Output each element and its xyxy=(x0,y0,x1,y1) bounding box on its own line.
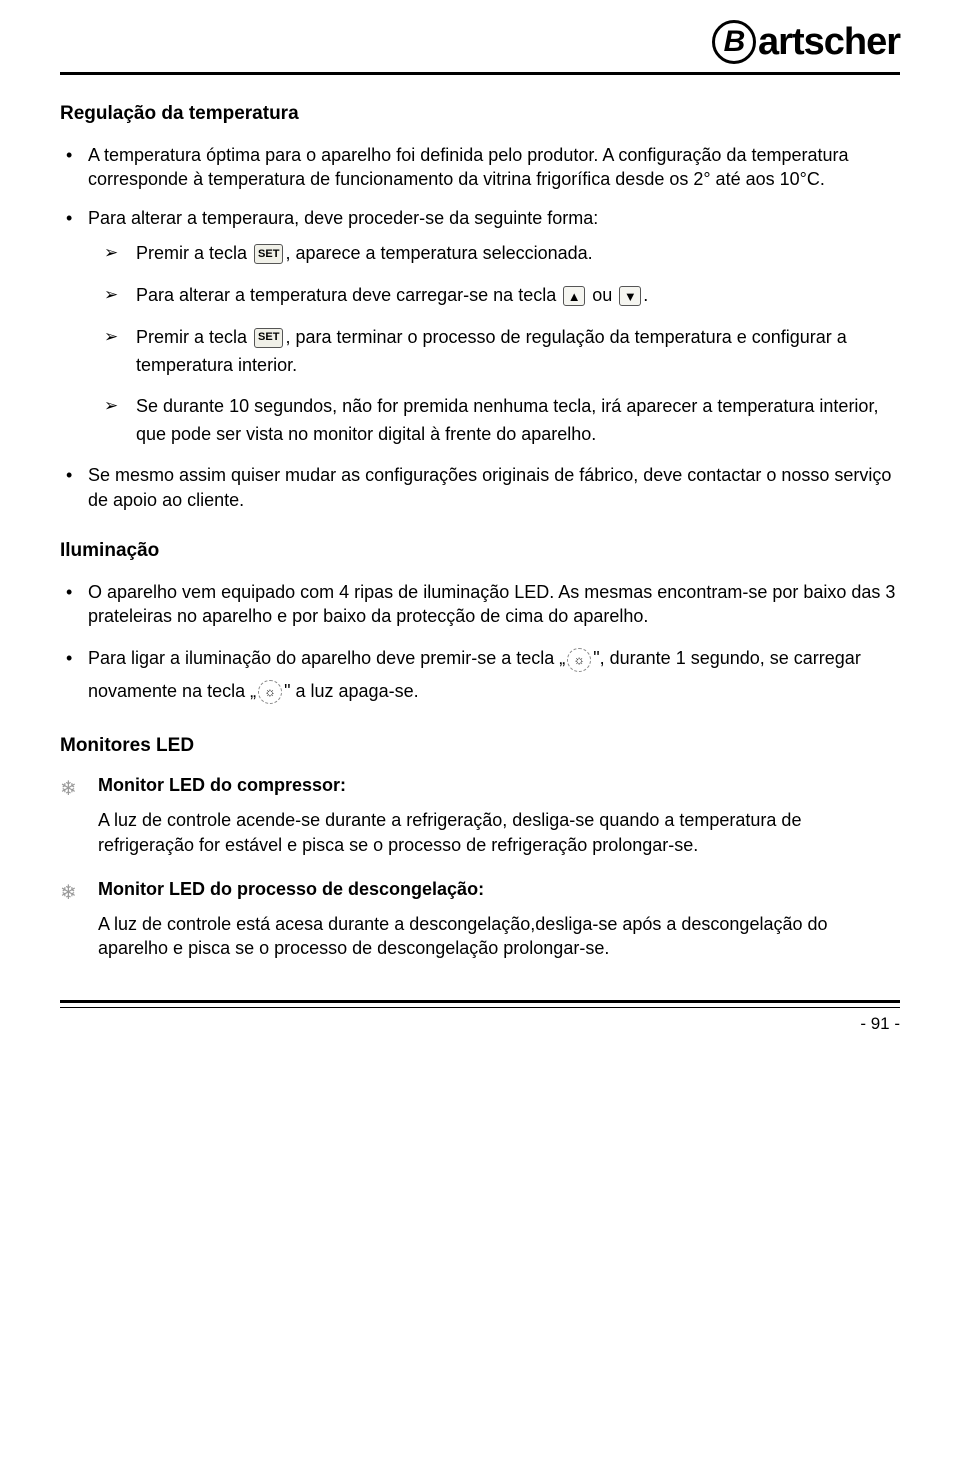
section-title-temperature: Regulação da temperatura xyxy=(60,103,900,125)
step-item: Premir a tecla SET, para terminar o proc… xyxy=(88,324,900,380)
logo-text: artscher xyxy=(758,21,900,64)
snowflake-icon: ❄ xyxy=(60,879,84,961)
header-rule xyxy=(60,72,900,75)
temperature-list: A temperatura óptima para o aparelho foi… xyxy=(60,143,900,512)
set-button-icon: SET xyxy=(254,328,283,348)
text: . xyxy=(643,285,648,305)
list-item: Se mesmo assim quiser mudar as configura… xyxy=(60,463,900,512)
text: Se durante 10 segundos, não for premida … xyxy=(136,396,878,444)
text: " a luz apaga-se. xyxy=(284,681,418,701)
logo-b-icon: B xyxy=(712,20,756,64)
text: O aparelho vem equipado com 4 ripas de i… xyxy=(88,582,895,626)
led-defrost: ❄ Monitor LED do processo de descongelaç… xyxy=(60,879,900,961)
led-compressor: ❄ Monitor LED do compressor: A luz de co… xyxy=(60,775,900,857)
text: , aparece a temperatura seleccionada. xyxy=(285,243,592,263)
down-arrow-icon: ▼ xyxy=(619,286,641,306)
snowflake-icon: ❄ xyxy=(60,775,84,857)
list-item: Para ligar a iluminação do aparelho deve… xyxy=(60,642,900,707)
header: Bartscher xyxy=(60,20,900,64)
led-body: Monitor LED do compressor: A luz de cont… xyxy=(98,775,900,857)
list-item: A temperatura óptima para o aparelho foi… xyxy=(60,143,900,192)
text: ou xyxy=(587,285,617,305)
footer-rule-thick xyxy=(60,1000,900,1003)
text: Premir a tecla xyxy=(136,327,252,347)
section-title-monitors: Monitores LED xyxy=(60,735,900,757)
text: Se mesmo assim quiser mudar as configura… xyxy=(88,465,891,509)
led-desc: A luz de controle está acesa durante a d… xyxy=(98,912,900,961)
led-desc: A luz de controle acende-se durante a re… xyxy=(98,808,900,857)
led-monitors: ❄ Monitor LED do compressor: A luz de co… xyxy=(60,775,900,960)
step-item: Se durante 10 segundos, não for premida … xyxy=(88,393,900,449)
text: A temperatura óptima para o aparelho foi… xyxy=(88,145,849,189)
text: Para alterar a temperaura, deve proceder… xyxy=(88,208,598,228)
step-item: Premir a tecla SET, aparece a temperatur… xyxy=(88,240,900,268)
page-number: - 91 - xyxy=(60,1014,900,1034)
led-title: Monitor LED do processo de descongelação… xyxy=(98,879,900,900)
step-item: Para alterar a temperatura deve carregar… xyxy=(88,282,900,310)
led-body: Monitor LED do processo de descongelação… xyxy=(98,879,900,961)
brand-logo: Bartscher xyxy=(712,20,900,64)
text: Premir a tecla xyxy=(136,243,252,263)
up-arrow-icon: ▲ xyxy=(563,286,585,306)
list-item: Para alterar a temperaura, deve proceder… xyxy=(60,206,900,450)
list-item: O aparelho vem equipado com 4 ripas de i… xyxy=(60,580,900,629)
lighting-list: O aparelho vem equipado com 4 ripas de i… xyxy=(60,580,900,707)
light-icon: ☼ xyxy=(258,680,282,704)
set-button-icon: SET xyxy=(254,244,283,264)
section-title-lighting: Iluminação xyxy=(60,540,900,562)
footer-rule-thin xyxy=(60,1007,900,1008)
sub-steps: Premir a tecla SET, aparece a temperatur… xyxy=(88,240,900,449)
text: Para alterar a temperatura deve carregar… xyxy=(136,285,561,305)
led-title: Monitor LED do compressor: xyxy=(98,775,900,796)
light-icon: ☼ xyxy=(567,648,591,672)
text: Para ligar a iluminação do aparelho deve… xyxy=(88,648,565,668)
